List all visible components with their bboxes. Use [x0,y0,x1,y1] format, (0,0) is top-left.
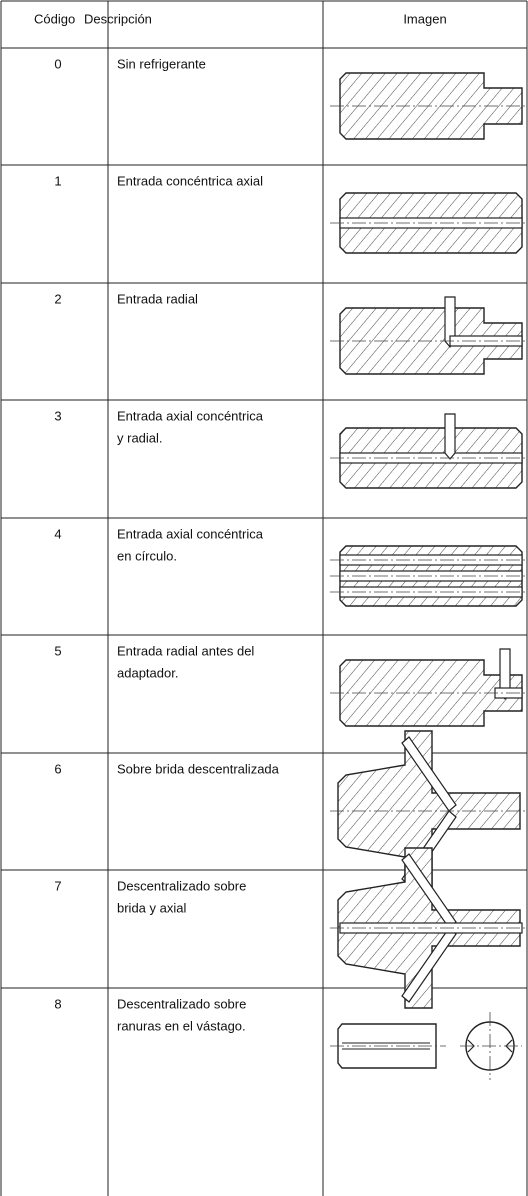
radial-hole [444,413,456,460]
oblique-hole [401,927,457,1003]
code: 4 [54,526,61,541]
description: y radial. [117,430,163,445]
code: 6 [54,761,61,776]
code: 0 [54,56,61,71]
drawing [330,1012,522,1080]
description: Descentralizado sobre [117,996,246,1011]
drawing [330,648,528,727]
description: Entrada axial concéntrica [117,408,264,423]
description: en círculo. [117,548,177,563]
description: Descentralizado sobre [117,878,246,893]
description: Entrada radial [117,291,198,306]
oblique-hole [401,736,457,812]
code: 3 [54,408,61,423]
code: 8 [54,996,61,1011]
drawing [330,847,528,1009]
drawing [330,545,528,607]
header-description: Descripción [84,11,152,26]
code: 1 [54,173,61,188]
drawing [330,413,528,489]
description: brida y axial [117,900,186,915]
description: Entrada radial antes del [117,643,254,658]
drawing [330,72,528,140]
code: 7 [54,878,61,893]
drawing [330,296,528,375]
header-code: Código [34,11,75,26]
description: Entrada axial concéntrica [117,526,264,541]
description: Sobre brida descentralizada [117,761,280,776]
description: Sin refrigerante [117,56,206,71]
drawing [330,192,528,254]
header-image: Imagen [403,11,446,26]
oblique-hole [401,853,457,929]
code: 5 [54,643,61,658]
description: adaptador. [117,665,178,680]
description: Entrada concéntrica axial [117,173,263,188]
description: ranuras en el vástago. [117,1018,246,1033]
code: 2 [54,291,61,306]
